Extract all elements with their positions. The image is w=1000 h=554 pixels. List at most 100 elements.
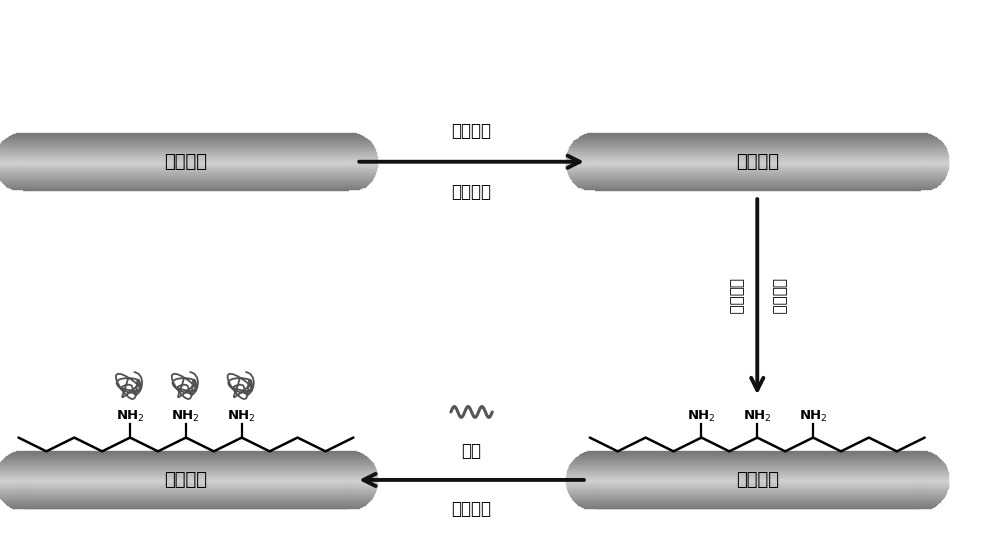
Bar <box>16 451 23 452</box>
Bar <box>569 465 595 466</box>
Bar <box>0 483 23 484</box>
Bar <box>570 495 595 496</box>
Bar <box>595 453 920 454</box>
Bar <box>23 461 348 463</box>
Bar <box>920 183 938 184</box>
Bar <box>23 464 348 465</box>
Bar <box>568 489 595 490</box>
Text: 酚类分子: 酚类分子 <box>452 122 492 140</box>
Bar <box>5 501 23 503</box>
Bar <box>920 181 941 182</box>
Bar <box>23 182 348 183</box>
Bar <box>573 499 595 500</box>
Bar <box>23 148 348 150</box>
Bar <box>23 189 348 191</box>
Bar <box>595 496 920 497</box>
Bar <box>1 497 23 499</box>
Bar <box>920 451 927 452</box>
Bar <box>567 156 595 157</box>
Bar <box>0 155 23 156</box>
Bar <box>0 484 23 486</box>
Bar <box>920 185 936 187</box>
Bar <box>0 485 23 486</box>
Bar <box>23 501 348 502</box>
Bar <box>566 478 595 479</box>
Bar <box>570 494 595 495</box>
Bar <box>0 147 23 148</box>
Text: 基底材料: 基底材料 <box>736 471 779 489</box>
Bar <box>595 484 920 486</box>
Bar <box>0 173 23 174</box>
Bar <box>571 178 595 179</box>
Bar <box>23 469 348 470</box>
Bar <box>0 471 23 473</box>
Bar <box>0 148 23 150</box>
Bar <box>348 150 375 151</box>
Text: NH$_2$: NH$_2$ <box>799 409 828 424</box>
Bar <box>568 491 595 493</box>
Bar <box>0 178 23 180</box>
Bar <box>920 475 948 476</box>
Bar <box>595 478 920 479</box>
Bar <box>595 469 920 470</box>
Bar <box>595 465 920 466</box>
Bar <box>567 474 595 475</box>
Bar <box>569 148 595 150</box>
Bar <box>595 153 920 154</box>
Bar <box>348 188 359 189</box>
Bar <box>348 179 371 181</box>
Bar <box>595 464 920 466</box>
Bar <box>920 488 947 489</box>
Bar <box>595 181 920 182</box>
Bar <box>11 135 23 136</box>
Bar <box>0 158 23 159</box>
Bar <box>580 454 595 455</box>
Bar <box>348 454 363 455</box>
Bar <box>595 497 920 498</box>
Bar <box>0 178 23 179</box>
Bar <box>348 457 367 458</box>
Bar <box>920 143 943 145</box>
Bar <box>10 505 23 506</box>
Bar <box>348 456 366 457</box>
Bar <box>23 167 348 168</box>
Bar <box>0 469 23 470</box>
Bar <box>920 158 948 159</box>
Bar <box>920 453 932 454</box>
Bar <box>0 484 23 485</box>
Bar <box>920 165 948 166</box>
Bar <box>567 488 595 489</box>
Bar <box>0 494 23 495</box>
Bar <box>348 484 377 486</box>
Bar <box>348 494 373 495</box>
Bar <box>920 150 946 151</box>
Bar <box>23 489 348 490</box>
Bar <box>567 153 595 154</box>
Bar <box>23 183 348 184</box>
Bar <box>920 491 946 493</box>
Bar <box>595 480 920 482</box>
Bar <box>23 145 348 146</box>
Bar <box>348 137 364 138</box>
Bar <box>595 175 920 176</box>
Bar <box>920 162 948 163</box>
Bar <box>348 477 377 478</box>
Bar <box>0 491 23 493</box>
Bar <box>23 472 348 473</box>
Bar <box>595 494 920 495</box>
Bar <box>23 473 348 474</box>
Bar <box>570 176 595 177</box>
Bar <box>348 497 372 498</box>
Bar <box>23 494 348 495</box>
Bar <box>23 156 348 157</box>
Bar <box>348 165 377 166</box>
Bar <box>595 504 920 505</box>
Bar <box>569 147 595 148</box>
Text: 基底材料: 基底材料 <box>736 153 779 171</box>
Bar <box>5 457 23 458</box>
Bar <box>566 484 595 485</box>
Bar <box>578 456 595 457</box>
Bar <box>595 466 920 468</box>
Bar <box>0 465 23 466</box>
Bar <box>0 167 23 168</box>
